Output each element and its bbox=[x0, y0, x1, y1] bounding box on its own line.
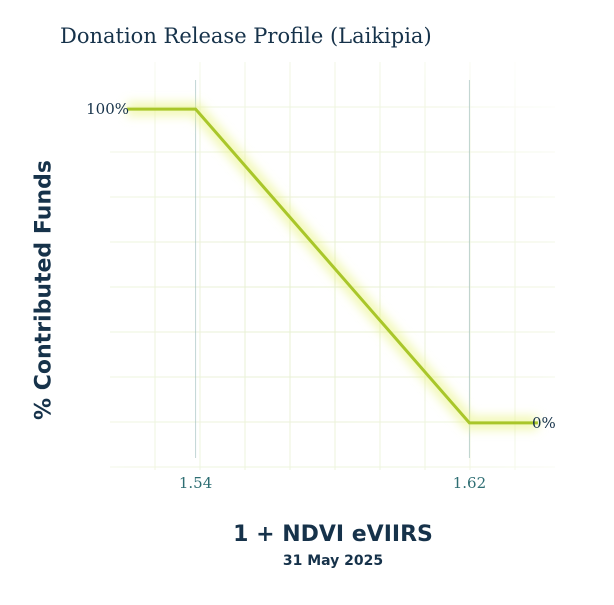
tick-labels: 1.54 1.62 100% 0% bbox=[86, 100, 556, 492]
threshold-lines bbox=[195, 80, 470, 458]
x-axis-label: 1 + NDVI eVIIRS bbox=[233, 522, 433, 547]
y-tick-label: 0% bbox=[532, 414, 556, 432]
chart-title: Donation Release Profile (Laikipia) bbox=[60, 24, 432, 48]
series-layer bbox=[127, 102, 538, 430]
x-tick-label: 1.62 bbox=[453, 474, 486, 492]
series-line bbox=[127, 107, 538, 425]
chart-date-subtitle: 31 May 2025 bbox=[282, 553, 384, 569]
y-tick-label: 100% bbox=[86, 100, 129, 118]
x-tick-label: 1.54 bbox=[179, 474, 212, 492]
